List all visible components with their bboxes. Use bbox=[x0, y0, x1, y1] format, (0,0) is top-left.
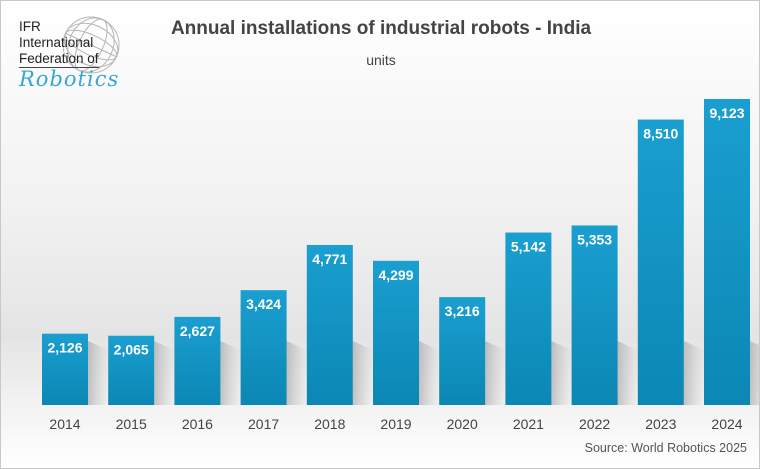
value-label: 2,065 bbox=[114, 342, 149, 358]
x-tick-label: 2015 bbox=[116, 416, 147, 432]
bar-2014 bbox=[42, 333, 88, 405]
value-label: 9,123 bbox=[709, 105, 744, 121]
bar-shadow bbox=[286, 341, 309, 405]
value-label: 8,510 bbox=[643, 126, 678, 142]
source-note: Source: World Robotics 2025 bbox=[584, 441, 747, 455]
bar-2018 bbox=[306, 244, 353, 405]
value-label: 5,353 bbox=[577, 231, 612, 247]
x-tick-label: 2021 bbox=[513, 416, 544, 432]
x-tick-label: 2020 bbox=[447, 416, 478, 432]
x-tick-label: 2016 bbox=[182, 416, 213, 432]
x-tick-label: 2023 bbox=[645, 416, 676, 432]
value-label: 3,216 bbox=[445, 303, 480, 319]
logo-line-international: International bbox=[19, 35, 94, 50]
x-tick-label: 2022 bbox=[579, 416, 610, 432]
chart-title: Annual installations of industrial robot… bbox=[170, 18, 592, 39]
logo-robotics: Robotics bbox=[19, 67, 120, 91]
bar-shadow bbox=[683, 341, 706, 405]
bar-shadow bbox=[154, 341, 177, 405]
x-tick-label: 2017 bbox=[248, 416, 279, 432]
bar-shadow bbox=[551, 341, 574, 405]
bar-2022 bbox=[571, 225, 618, 405]
value-label: 3,424 bbox=[246, 296, 281, 312]
bar-shadow bbox=[485, 341, 508, 405]
bar-2019 bbox=[373, 260, 419, 405]
bar-shadow bbox=[88, 341, 110, 405]
x-tick-label: 2019 bbox=[380, 416, 411, 432]
bar-2024 bbox=[704, 99, 750, 405]
value-label: 2,126 bbox=[47, 340, 82, 356]
value-label: 2,627 bbox=[180, 323, 215, 339]
bar-shadow bbox=[617, 341, 640, 405]
globe-icon bbox=[62, 16, 120, 74]
x-tick-label: 2018 bbox=[314, 416, 345, 432]
logo-line-ifr: IFR bbox=[19, 19, 41, 34]
x-tick-label: 2014 bbox=[49, 416, 80, 432]
value-label: 5,142 bbox=[511, 239, 546, 255]
bar-shadow bbox=[352, 341, 375, 405]
value-label: 4,299 bbox=[378, 267, 413, 283]
bar-2017 bbox=[240, 290, 287, 405]
chart-subtitle: units bbox=[366, 52, 396, 68]
bar-2021 bbox=[505, 232, 552, 405]
bar-shadow bbox=[419, 341, 441, 405]
bar-2015 bbox=[108, 335, 155, 405]
value-label: 4,771 bbox=[312, 251, 347, 267]
bar-2023 bbox=[637, 119, 684, 405]
bar-shadow bbox=[750, 341, 759, 405]
logo-line-federation: Federation of bbox=[19, 51, 99, 68]
ifr-logo: IFR International Federation of Robotics bbox=[15, 16, 125, 91]
x-tick-label: 2024 bbox=[711, 416, 742, 432]
bar-shadow bbox=[220, 341, 243, 405]
bar-2016 bbox=[174, 316, 221, 405]
bar-2020 bbox=[439, 297, 486, 405]
